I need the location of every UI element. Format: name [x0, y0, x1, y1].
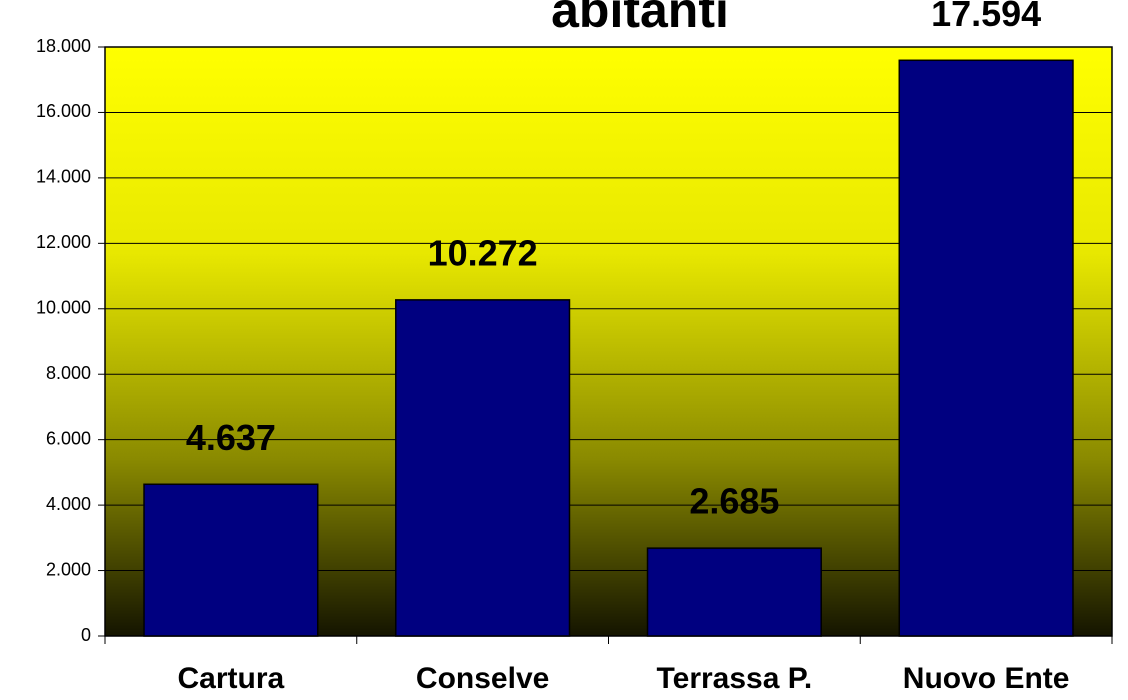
y-tick-label: 10.000 — [36, 298, 91, 318]
y-tick-label: 18.000 — [36, 36, 91, 56]
x-tick-label: Nuovo Ente — [903, 662, 1070, 695]
value-label: 2.685 — [689, 481, 779, 522]
y-tick-label: 16.000 — [36, 101, 91, 121]
y-tick-label: 8.000 — [46, 363, 91, 383]
chart-title: abitanti — [551, 0, 729, 38]
bar — [646, 547, 822, 637]
y-tick-label: 0 — [81, 625, 91, 645]
y-tick-label: 2.000 — [46, 559, 91, 579]
x-tick-label: Conselve — [416, 662, 549, 695]
bar — [143, 483, 319, 637]
bar — [898, 59, 1074, 637]
value-label: 10.272 — [428, 232, 538, 273]
value-label: 4.637 — [186, 417, 276, 458]
x-tick-label: Terrassa P. — [657, 662, 813, 695]
y-tick-label: 12.000 — [36, 232, 91, 252]
x-tick-label: Cartura — [178, 662, 285, 695]
bar — [395, 299, 571, 637]
y-tick-label: 14.000 — [36, 167, 91, 187]
y-tick-label: 6.000 — [46, 428, 91, 448]
y-tick-label: 4.000 — [46, 494, 91, 514]
value-label: 17.594 — [931, 0, 1041, 34]
